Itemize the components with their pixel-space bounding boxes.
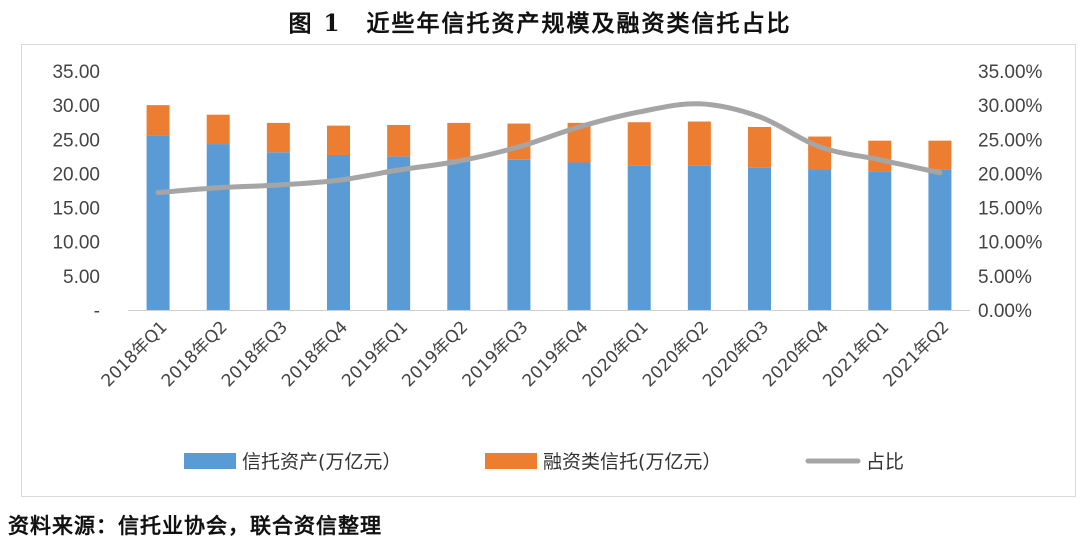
bar-financing-trust: [206, 114, 230, 145]
y-left-tick-label: 35.00: [52, 62, 100, 83]
y-right-tick-label: 15.00%: [978, 199, 1043, 220]
legend-label-financing-trust: 融资类信托(万亿元）: [543, 451, 721, 473]
legend-label-ratio: 占比: [866, 451, 904, 473]
y-left-tick-label: 30.00: [52, 96, 100, 117]
legend-label-trust-assets: 信托资产(万亿元）: [242, 451, 401, 473]
x-tick-label: 2021年Q2: [880, 317, 954, 391]
bar-financing-trust: [928, 140, 952, 170]
chart-frame: [21, 44, 1076, 497]
y-left-tick-label: 25.00: [52, 130, 100, 151]
bar-trust-assets: [687, 165, 711, 310]
legend-swatch-financing-trust: [485, 453, 537, 469]
bar-trust-assets: [868, 171, 892, 310]
bar-trust-assets: [146, 135, 170, 310]
bar-trust-assets: [928, 169, 952, 310]
y-left-tick-label: 20.00: [52, 164, 100, 185]
y-left-tick-label: 15.00: [52, 199, 100, 220]
bar-trust-assets: [627, 165, 651, 310]
bar-financing-trust: [748, 126, 771, 168]
figure-title: 图 1 近些年信托资产规模及融资类信托占比: [288, 10, 792, 37]
source-note: 资料来源：信托业协会，联合资信整理: [8, 513, 382, 538]
bar-trust-assets: [206, 144, 230, 310]
y-right-tick-label: 10.00%: [978, 233, 1043, 254]
line-ratio: [155, 101, 943, 196]
y-right-tick-label: 30.00%: [978, 96, 1043, 117]
bar-trust-assets: [447, 159, 471, 310]
y-left-tick-label: -: [94, 301, 100, 322]
bar-financing-trust: [507, 123, 531, 160]
bar-financing-trust: [327, 125, 350, 155]
bar-financing-trust: [687, 121, 711, 166]
bar-trust-assets: [748, 167, 771, 310]
bar-trust-assets: [327, 154, 350, 310]
legend-swatch-trust-assets: [184, 453, 236, 469]
y-right-tick-label: 5.00%: [978, 267, 1032, 288]
y-right-tick-label: 25.00%: [978, 130, 1043, 151]
y-right-tick-label: 35.00%: [978, 62, 1043, 83]
y-left-tick-label: 5.00: [63, 267, 100, 288]
y-right-tick-label: 20.00%: [978, 164, 1043, 185]
y-left-tick-label: 10.00: [52, 233, 100, 254]
y-right-tick-label: 0.00%: [978, 301, 1032, 322]
bar-trust-assets: [808, 170, 832, 310]
bar-trust-assets: [387, 156, 411, 310]
bar-financing-trust: [387, 124, 411, 157]
bar-financing-trust: [868, 140, 892, 172]
bar-trust-assets: [567, 162, 591, 310]
bar-financing-trust: [266, 122, 290, 153]
bar-financing-trust: [567, 122, 591, 163]
bar-trust-assets: [266, 152, 290, 310]
bar-trust-assets: [507, 159, 531, 310]
bar-financing-trust: [146, 105, 170, 136]
bar-financing-trust: [447, 122, 471, 160]
bar-financing-trust: [627, 122, 651, 166]
